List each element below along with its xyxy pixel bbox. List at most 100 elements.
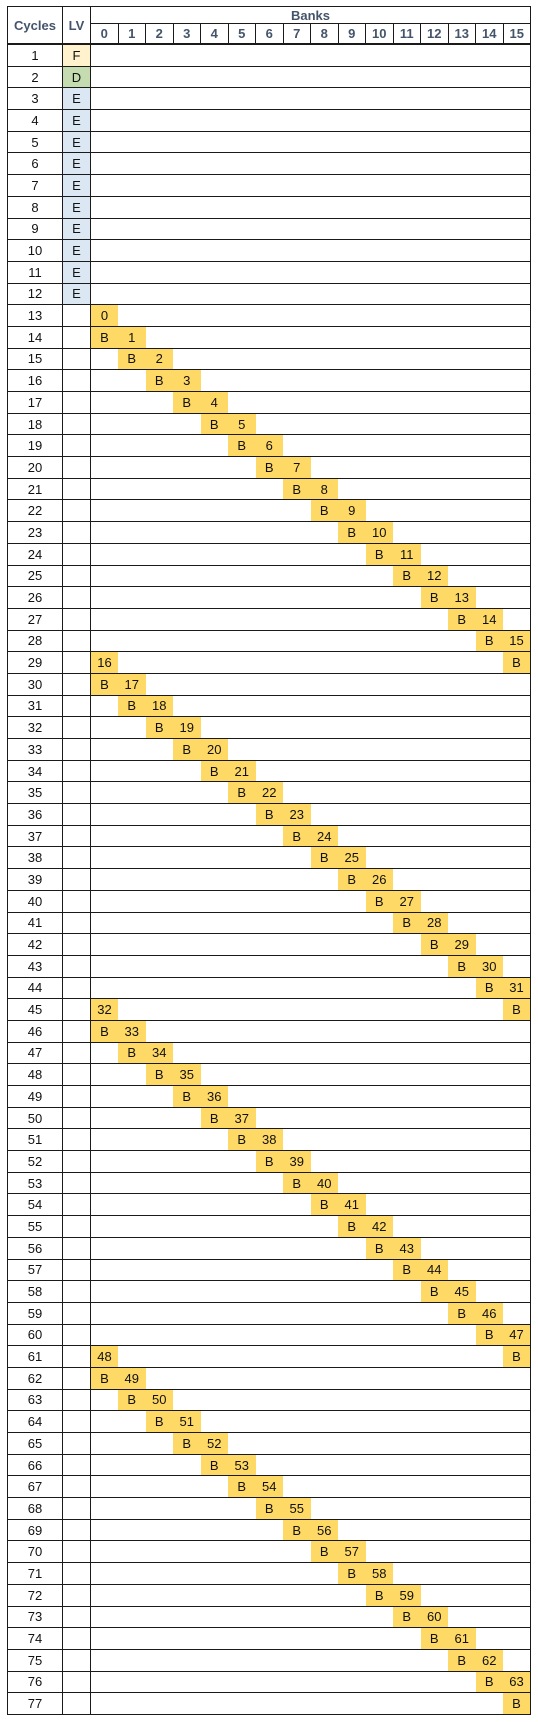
- bank-cell: [448, 1258, 476, 1282]
- bank-cell: [365, 130, 393, 154]
- bank-cell: [338, 629, 366, 653]
- bank-cell: [145, 434, 173, 458]
- bank-cell: [448, 694, 476, 718]
- bank-cell: [118, 1475, 146, 1499]
- bank-cell: [448, 1171, 476, 1195]
- bank-cell: [228, 369, 256, 392]
- bank-cell: [283, 976, 311, 1000]
- bank-cell: [118, 933, 146, 956]
- bank-cell: [145, 846, 173, 870]
- bank-cell: [200, 1215, 228, 1238]
- bank-cell: [200, 1388, 228, 1412]
- bank-cell-highlight: 49: [118, 1366, 146, 1390]
- bank-number-header: 1: [117, 23, 146, 45]
- bank-cell-highlight: B: [283, 1518, 311, 1542]
- bank-cell: [503, 1432, 532, 1455]
- bank-cell: [448, 1562, 476, 1585]
- lv-cell: [62, 1670, 91, 1694]
- table-row: 67 B 54: [7, 1475, 532, 1499]
- bank-cell: [503, 1453, 532, 1477]
- bank-cell-highlight: 23: [283, 803, 311, 826]
- bank-cell: [365, 1128, 393, 1152]
- bank-cell: [503, 1280, 532, 1303]
- cycle-cell: 38: [7, 846, 63, 870]
- bank-cell: [283, 1301, 311, 1325]
- bank-cell: [365, 65, 393, 89]
- bank-cell: [365, 174, 393, 197]
- bank-cell: [448, 130, 476, 154]
- bank-cell: [255, 304, 283, 327]
- bank-cell: [393, 976, 421, 1000]
- bank-cell: [200, 651, 228, 674]
- table-row: 64 B 51: [7, 1410, 532, 1433]
- bank-cell: [118, 1453, 146, 1477]
- bank-cell: [228, 130, 256, 154]
- bank-cell: [228, 195, 256, 219]
- bank-cell: [448, 1453, 476, 1477]
- bank-cell: [90, 87, 118, 111]
- bank-cell: [393, 672, 421, 696]
- bank-cell: [475, 1150, 503, 1173]
- bank-cell: [338, 65, 366, 89]
- bank-cell: [310, 542, 338, 566]
- bank-cell: [90, 1041, 118, 1065]
- bank-cell-highlight: B: [173, 1085, 201, 1108]
- bank-cell: [200, 1692, 228, 1715]
- bank-cell: [90, 1432, 118, 1455]
- bank-cell: [338, 933, 366, 956]
- cycle-cell: 76: [7, 1670, 63, 1694]
- bank-cell-highlight: B: [475, 976, 503, 1000]
- bank-cell: [365, 846, 393, 870]
- bank-cell: [283, 1215, 311, 1238]
- lv-cell: E: [62, 239, 91, 262]
- bank-cell: [475, 239, 503, 262]
- bank-cell: [90, 477, 118, 501]
- bank-cell: [365, 694, 393, 718]
- bank-cell: [365, 260, 393, 284]
- bank-cell: [393, 1106, 421, 1130]
- bank-cell: [118, 1540, 146, 1564]
- bank-cell: [365, 391, 393, 414]
- bank-cell: [173, 868, 201, 891]
- bank-cell: [475, 109, 503, 132]
- header-row-top: Cycles LV Banks: [7, 6, 532, 45]
- cycle-cell: 23: [7, 521, 63, 544]
- bank-cell: [420, 629, 448, 653]
- bank-cell: [255, 933, 283, 956]
- table-row: 36 B 23: [7, 803, 532, 826]
- bank-cell: [145, 1236, 173, 1260]
- bank-cell: [173, 1215, 201, 1238]
- lv-cell: [62, 1323, 91, 1347]
- bank-cell: [200, 304, 228, 327]
- lv-cell: [62, 369, 91, 392]
- bank-cell: [338, 325, 366, 349]
- bank-cell: [475, 1627, 503, 1650]
- bank-cell: [200, 1410, 228, 1433]
- bank-cell: [200, 282, 228, 306]
- bank-cell-highlight: B: [145, 369, 173, 392]
- bank-cell: [228, 1366, 256, 1390]
- cycle-cell: 14: [7, 325, 63, 349]
- bank-cell: [420, 803, 448, 826]
- lv-cell: [62, 1301, 91, 1325]
- table-row: 62 B 49: [7, 1366, 532, 1390]
- bank-cell: [365, 1648, 393, 1672]
- bank-cell: [365, 1019, 393, 1043]
- bank-cell: [255, 1692, 283, 1715]
- bank-cell-highlight: 33: [118, 1019, 146, 1043]
- bank-cell: [145, 325, 173, 349]
- bank-cell: [503, 1085, 532, 1108]
- bank-cell: [145, 889, 173, 913]
- bank-cell: [118, 781, 146, 805]
- lv-cell: E: [62, 109, 91, 132]
- cycle-cell: 42: [7, 933, 63, 956]
- bank-cell: [420, 1388, 448, 1412]
- table-row: 39 B 26: [7, 868, 532, 891]
- bank-cell: [448, 1063, 476, 1086]
- bank-cell-highlight: B: [200, 1106, 228, 1130]
- bank-cell-highlight: B: [255, 1150, 283, 1173]
- bank-cell-highlight: 34: [145, 1041, 173, 1065]
- bank-cell: [448, 1106, 476, 1130]
- bank-cell: [200, 542, 228, 566]
- bank-cell: [475, 889, 503, 913]
